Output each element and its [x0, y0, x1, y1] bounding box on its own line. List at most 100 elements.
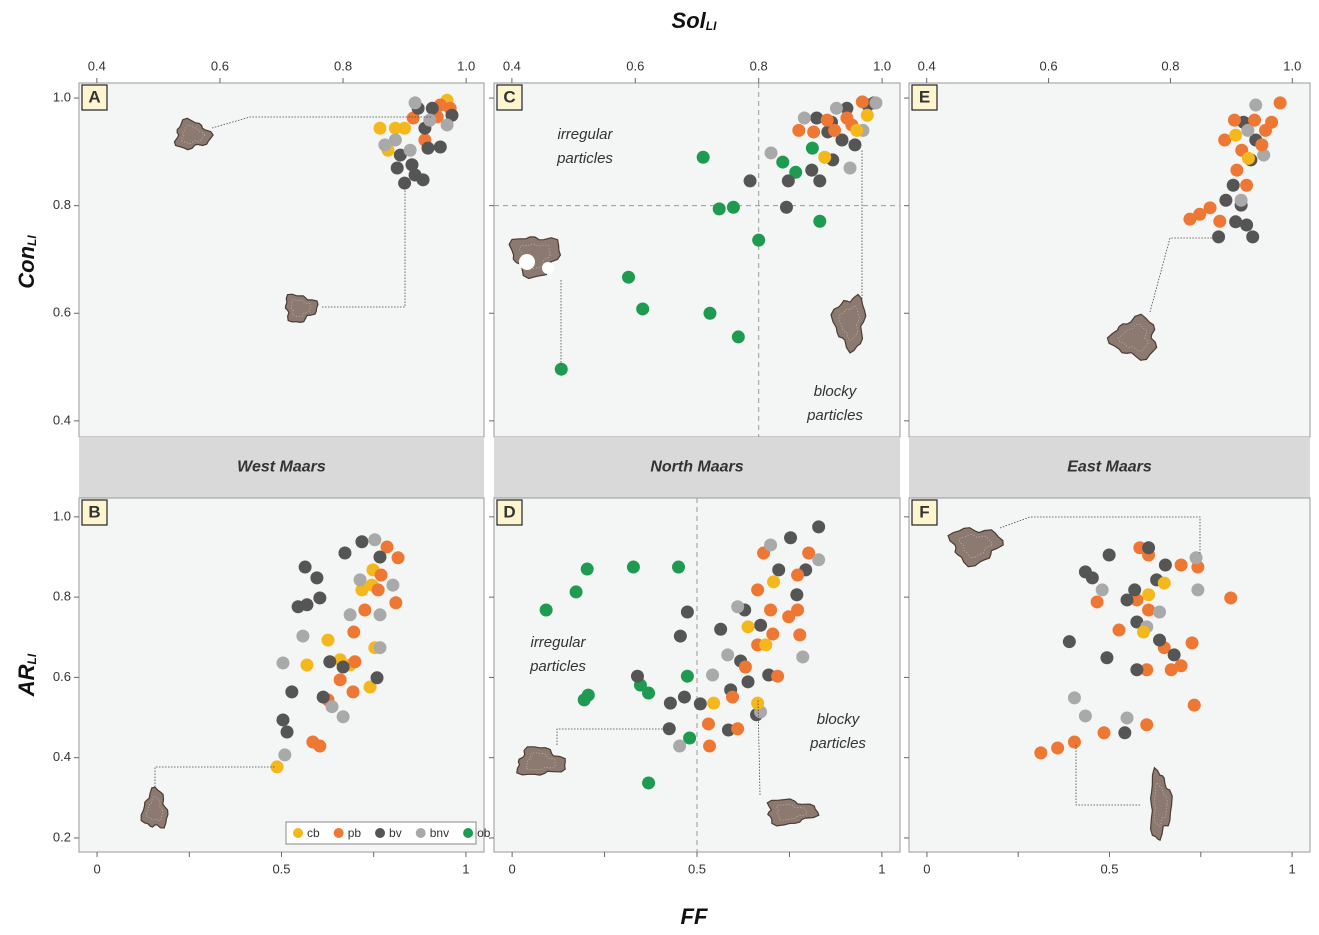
- x-tick-label: 0.4: [918, 58, 936, 73]
- panel-label: B: [88, 502, 100, 521]
- data-point: [830, 102, 843, 115]
- data-point: [1240, 219, 1253, 232]
- data-point: [271, 760, 284, 773]
- x-tick-label: 0.8: [1161, 58, 1179, 73]
- data-point: [790, 588, 803, 601]
- data-point: [813, 174, 826, 187]
- data-point: [337, 660, 350, 673]
- data-point: [317, 691, 330, 704]
- data-point: [627, 561, 640, 574]
- y-tick-label: 0.2: [53, 829, 71, 844]
- data-point: [807, 125, 820, 138]
- data-point: [759, 638, 772, 651]
- data-point: [278, 748, 291, 761]
- annotation: irregular: [557, 126, 613, 143]
- data-point: [678, 691, 691, 704]
- data-point: [354, 573, 367, 586]
- data-point: [1248, 114, 1261, 127]
- data-point: [642, 776, 655, 789]
- legend-label: bv: [389, 826, 402, 840]
- x-tick-label: 0.6: [626, 58, 644, 73]
- legend-swatch: [334, 828, 344, 838]
- data-point: [281, 725, 294, 738]
- data-point: [1190, 551, 1203, 564]
- data-point: [818, 151, 831, 164]
- panel-label: E: [919, 87, 930, 106]
- x-tick-label: 0.5: [688, 861, 706, 876]
- x-tick-label: 0.6: [211, 58, 229, 73]
- data-point: [1242, 152, 1255, 165]
- data-point: [373, 122, 386, 135]
- annotation: blocky: [817, 711, 861, 728]
- data-point: [805, 164, 818, 177]
- x-tick-label: 1.0: [457, 58, 475, 73]
- x-bottom-label: FF: [681, 904, 708, 929]
- strip-label: West Maars: [237, 459, 326, 476]
- data-point: [1212, 230, 1225, 243]
- data-point: [869, 96, 882, 109]
- data-point: [739, 660, 752, 673]
- data-point: [1063, 635, 1076, 648]
- data-point: [1051, 742, 1064, 755]
- data-point: [441, 118, 454, 131]
- data-point: [1159, 559, 1172, 572]
- y-tick-label: 0.4: [53, 749, 71, 764]
- data-point: [1240, 179, 1253, 192]
- data-point: [421, 142, 434, 155]
- annotation: particles: [806, 407, 863, 424]
- data-point: [570, 585, 583, 598]
- data-point: [780, 201, 793, 214]
- annotation: irregular: [530, 634, 586, 651]
- data-point: [672, 561, 685, 574]
- data-point: [423, 114, 436, 127]
- label-sub: LI: [25, 653, 39, 664]
- data-point: [764, 603, 777, 616]
- y-tick-label: 1.0: [53, 90, 71, 105]
- data-point: [372, 583, 385, 596]
- y-tick-label: 1.0: [53, 508, 71, 523]
- data-point: [386, 579, 399, 592]
- panel-background: [79, 498, 484, 852]
- data-point: [313, 591, 326, 604]
- data-point: [1130, 663, 1143, 676]
- data-point: [1186, 636, 1199, 649]
- legend-label: bnv: [430, 826, 449, 840]
- data-point: [276, 656, 289, 669]
- data-point: [296, 630, 309, 643]
- data-point: [674, 630, 687, 643]
- data-point: [1153, 634, 1166, 647]
- data-point: [1086, 571, 1099, 584]
- data-point: [358, 603, 371, 616]
- data-point: [806, 142, 819, 155]
- label-sub: LI: [706, 19, 717, 33]
- data-point: [300, 598, 313, 611]
- particle-hole: [519, 254, 535, 270]
- data-point: [792, 124, 805, 137]
- data-point: [434, 141, 447, 154]
- data-point: [714, 623, 727, 636]
- strip-label: East Maars: [1067, 459, 1152, 476]
- data-point: [752, 234, 765, 247]
- data-point: [751, 697, 764, 710]
- data-point: [373, 641, 386, 654]
- data-point: [338, 546, 351, 559]
- y-tick-label: 0.6: [53, 305, 71, 320]
- x-tick-label: 0.6: [1040, 58, 1058, 73]
- data-point: [707, 697, 720, 710]
- data-point: [1158, 577, 1171, 590]
- data-point: [744, 174, 757, 187]
- data-point: [299, 561, 312, 574]
- data-point: [766, 628, 779, 641]
- data-point: [631, 670, 644, 683]
- data-point: [713, 202, 726, 215]
- data-point: [721, 648, 734, 661]
- x-top-label: SolLI: [672, 8, 718, 33]
- data-point: [300, 658, 313, 671]
- data-point: [703, 307, 716, 320]
- data-point: [392, 551, 405, 564]
- data-point: [323, 655, 336, 668]
- y-tick-label: 0.6: [53, 669, 71, 684]
- x-tick-label: 1: [1288, 861, 1295, 876]
- data-point: [751, 583, 764, 596]
- x-tick-label: 0.5: [1100, 861, 1118, 876]
